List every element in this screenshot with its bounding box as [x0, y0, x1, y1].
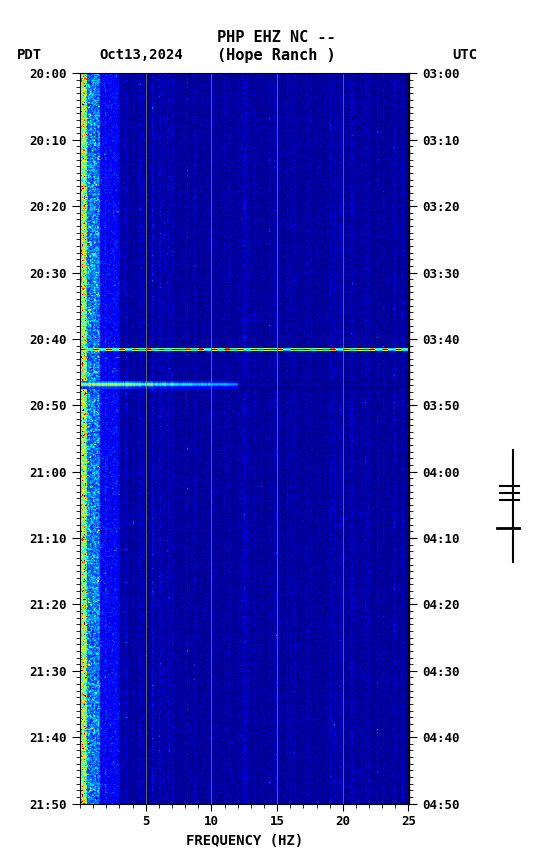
Text: UTC: UTC	[453, 48, 478, 61]
Text: PDT: PDT	[17, 48, 42, 61]
X-axis label: FREQUENCY (HZ): FREQUENCY (HZ)	[185, 834, 303, 848]
Text: PHP EHZ NC --: PHP EHZ NC --	[217, 30, 335, 45]
Text: (Hope Ranch ): (Hope Ranch )	[217, 48, 335, 62]
Text: Oct13,2024: Oct13,2024	[99, 48, 183, 61]
